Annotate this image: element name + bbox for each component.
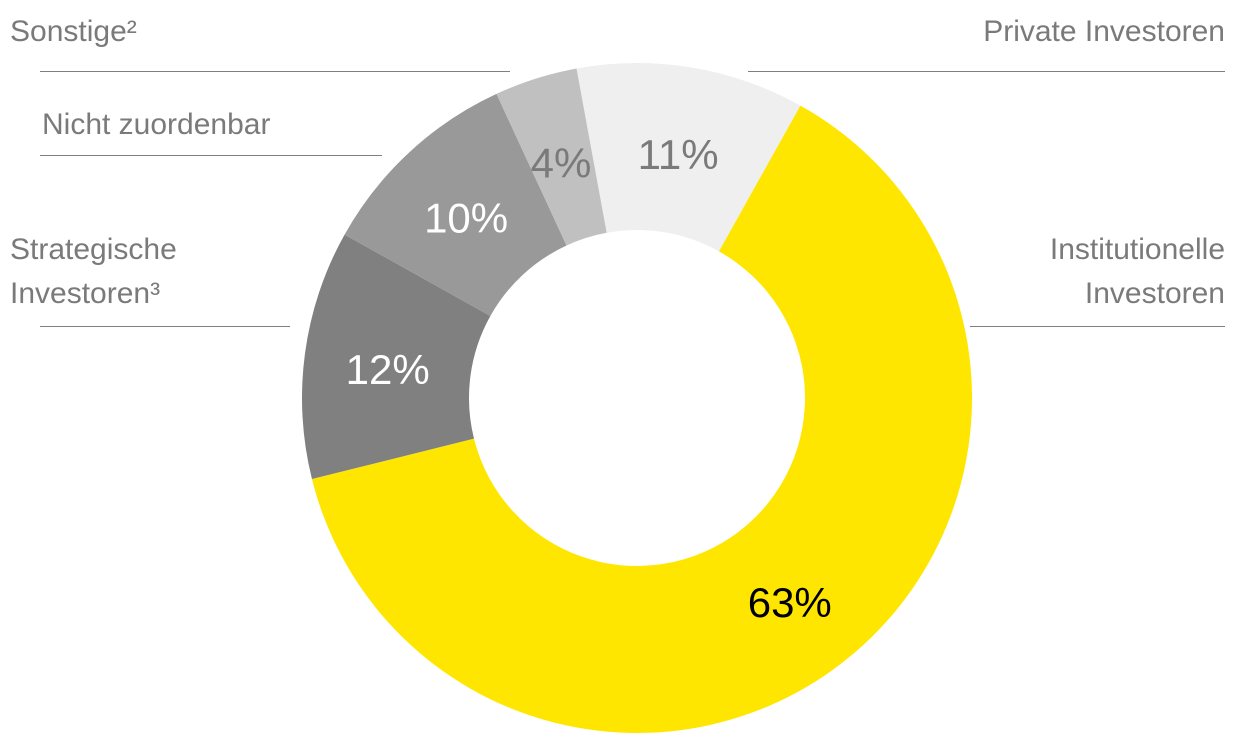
slice (311, 105, 972, 733)
leader-line (40, 326, 290, 327)
slice (576, 62, 801, 252)
value-label: 10% (424, 195, 508, 242)
leader-line (40, 155, 382, 156)
value-label: 11% (638, 131, 719, 178)
category-label: Nicht zuordenbar (42, 108, 271, 141)
slice (344, 93, 567, 317)
leader-line (970, 326, 1225, 327)
category-label: Strategische Investoren³ (10, 233, 177, 310)
value-label: 12% (346, 346, 430, 393)
category-label: Sonstige² (10, 15, 137, 48)
value-label: 4% (531, 139, 592, 186)
slice (496, 68, 607, 246)
category-label: Institutionelle Investoren (1049, 233, 1225, 310)
slice (302, 234, 491, 480)
leader-line (748, 71, 1225, 72)
leader-line (40, 71, 510, 72)
category-label: Private Investoren (983, 15, 1225, 48)
value-label: 63% (748, 579, 832, 626)
